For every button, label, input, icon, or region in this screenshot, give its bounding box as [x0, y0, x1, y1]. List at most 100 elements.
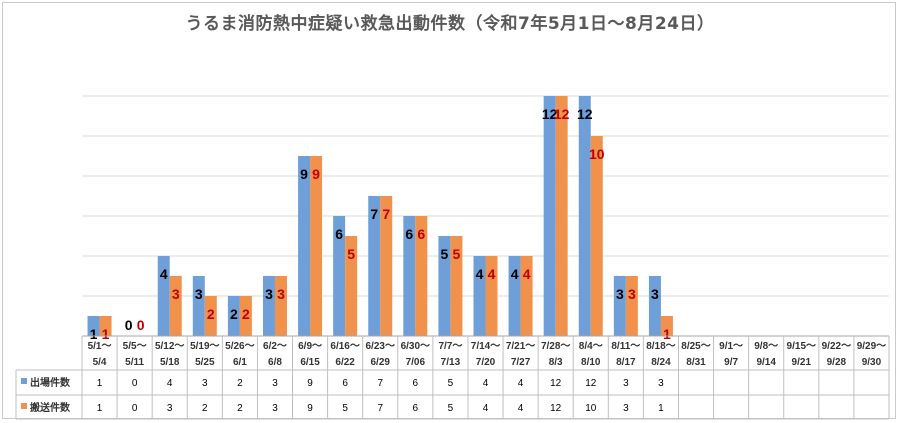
x-tick-label: 9/29～: [857, 341, 886, 352]
bar-dispatch: [333, 216, 346, 336]
x-tick-label: 6/16～: [330, 341, 359, 352]
table-cell-dispatch: 12: [585, 378, 597, 389]
chart-title: うるま消防熱中症疑い救急出動件数（令和7年5月1日～8月24日）: [185, 14, 715, 34]
x-tick-label: 5/1～: [88, 341, 112, 352]
data-label-transport: 0: [137, 317, 145, 333]
data-label-transport: 12: [554, 106, 570, 122]
data-label-dispatch: 3: [195, 286, 203, 302]
x-tick-label: 7/06: [406, 357, 426, 368]
bar-dispatch: [157, 256, 170, 336]
x-tick-label: 8/10: [581, 357, 601, 368]
data-label-dispatch: 2: [230, 306, 238, 322]
data-label-transport: 4: [488, 266, 496, 282]
table-cell-transport: 7: [377, 403, 383, 414]
x-tick-label: 6/29: [371, 357, 391, 368]
x-tick-label: 6/30～: [401, 341, 430, 352]
bar-dispatch: [87, 316, 100, 336]
data-label-dispatch: 0: [125, 317, 133, 333]
x-tick-label: 5/5～: [123, 341, 147, 352]
x-tick-label: 6/22: [335, 357, 355, 368]
x-tick-label: 5/11: [125, 357, 144, 368]
x-tick-label: 7/21～: [506, 341, 535, 352]
table-cell-transport: 1: [658, 403, 664, 414]
table-cell-transport: 6: [413, 403, 419, 414]
x-tick-label: 7/27: [511, 357, 531, 368]
data-label-transport: 3: [277, 286, 285, 302]
table-cell-dispatch: 4: [483, 378, 489, 389]
data-label-transport: 7: [382, 206, 390, 222]
bar-dispatch: [298, 156, 311, 336]
x-tick-label: 5/18: [160, 357, 180, 368]
data-label-dispatch: 6: [405, 226, 413, 242]
data-label-dispatch: 4: [511, 266, 519, 282]
x-tick-label: 5/26～: [225, 341, 254, 352]
table-cell-transport: 9: [307, 403, 313, 414]
x-tick-label: 7/14～: [471, 341, 500, 352]
x-tick-label: 8/18～: [646, 341, 675, 352]
x-tick-label: 6/23～: [366, 341, 395, 352]
data-label-dispatch: 3: [651, 286, 659, 302]
table-cell-transport: 0: [132, 403, 138, 414]
bar-transport: [450, 236, 463, 336]
data-label-transport: 9: [312, 166, 320, 182]
data-label-transport: 1: [663, 326, 671, 342]
x-tick-label: 5/19～: [190, 341, 219, 352]
data-label-dispatch: 9: [300, 166, 308, 182]
bar-transport: [310, 156, 323, 336]
data-label-dispatch: 5: [441, 246, 449, 262]
data-label-transport: 3: [628, 286, 636, 302]
table-cell-dispatch: 7: [377, 378, 383, 389]
x-tick-label: 7/28～: [541, 341, 570, 352]
x-tick-label: 5/4: [93, 357, 107, 368]
table-cell-transport: 12: [550, 403, 562, 414]
bar-dispatch: [227, 296, 240, 336]
table-cell-dispatch: 1: [97, 378, 103, 389]
data-label-dispatch: 3: [265, 286, 273, 302]
x-tick-label: 9/14: [756, 357, 776, 368]
bar-dispatch: [438, 236, 451, 336]
bar-transport: [555, 96, 568, 336]
table-cell-transport: 2: [237, 403, 243, 414]
table-cell-transport: 3: [167, 403, 173, 414]
bar-dispatch: [613, 276, 626, 336]
x-tick-label: 9/30: [862, 357, 882, 368]
bar-transport: [590, 136, 603, 336]
x-tick-label: 8/11～: [611, 341, 640, 352]
bar-dispatch: [543, 96, 556, 336]
bar-transport: [660, 316, 673, 336]
x-tick-label: 8/17: [616, 357, 636, 368]
chart-frame: [2, 2, 896, 419]
data-label-transport: 6: [417, 226, 425, 242]
x-tick-label: 9/21: [792, 357, 812, 368]
data-label-transport: 4: [523, 266, 531, 282]
data-label-dispatch: 7: [370, 206, 378, 222]
table-cell-transport: 10: [585, 403, 597, 414]
x-tick-label: 7/20: [476, 357, 496, 368]
x-tick-label: 9/15～: [787, 341, 816, 352]
table-cell-transport: 3: [623, 403, 629, 414]
data-label-transport: 2: [207, 306, 215, 322]
bar-transport: [625, 276, 638, 336]
bar-dispatch: [473, 256, 486, 336]
data-label-dispatch: 6: [335, 226, 343, 242]
data-label-transport: 2: [242, 306, 250, 322]
legend-key-dispatch: [21, 378, 27, 384]
table-cell-dispatch: 4: [167, 378, 173, 389]
table-cell-dispatch: 3: [623, 378, 629, 389]
x-tick-label: 6/2～: [263, 341, 287, 352]
data-label-transport: 10: [589, 146, 605, 162]
table-cell-dispatch: 5: [448, 378, 454, 389]
bar-dispatch: [578, 96, 591, 336]
bar-transport: [415, 216, 428, 336]
bar-transport: [239, 296, 252, 336]
bar-transport: [520, 256, 533, 336]
x-tick-label: 8/4～: [579, 341, 603, 352]
bar-transport: [274, 276, 287, 336]
bar-transport: [99, 316, 112, 336]
x-tick-label: 8/31: [686, 357, 706, 368]
table-cell-transport: 4: [483, 403, 489, 414]
data-label-dispatch: 1: [90, 326, 98, 342]
x-tick-label: 6/8: [268, 357, 282, 368]
x-tick-label: 9/22～: [822, 341, 851, 352]
